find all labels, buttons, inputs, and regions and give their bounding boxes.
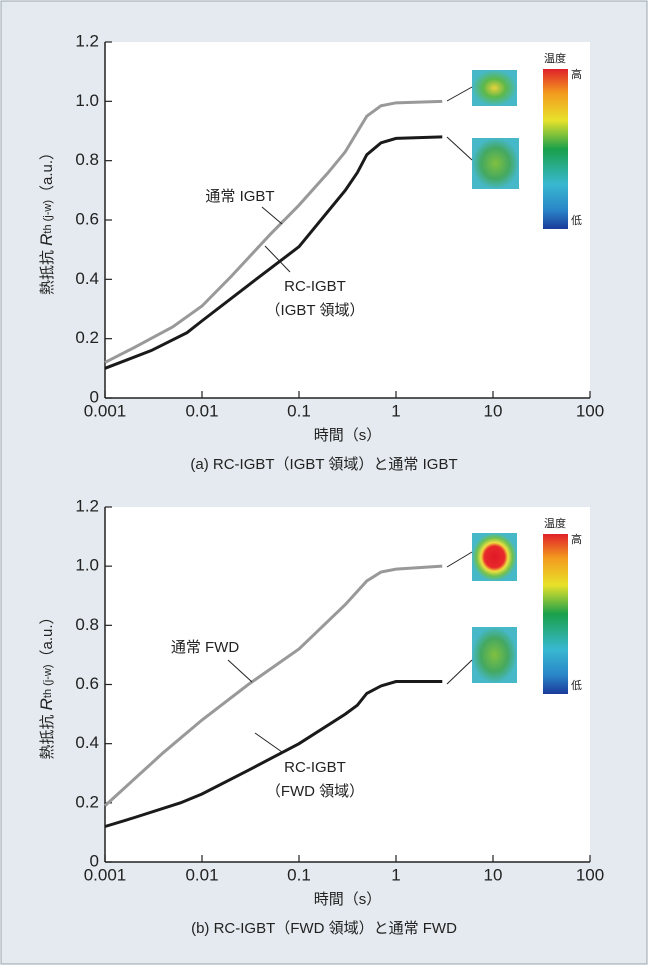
y-tick-label: 0.2 xyxy=(75,792,99,811)
thermal-image xyxy=(472,533,517,581)
y-tick-label: 0.8 xyxy=(75,615,99,634)
x-tick-label: 0.1 xyxy=(287,401,311,420)
x-tick-label: 10 xyxy=(484,401,503,420)
thermal-image xyxy=(472,627,517,683)
annotation: 通常 FWD xyxy=(171,639,239,656)
caption: (a) RC-IGBT（IGBT 領域）と通常 IGBT xyxy=(190,456,457,473)
annotation: （IGBT 領域） xyxy=(266,302,365,319)
colorbar xyxy=(543,534,568,694)
thermal-image xyxy=(472,70,517,106)
annotation: （FWD 領域） xyxy=(266,783,364,800)
caption: (b) RC-IGBT（FWD 領域）と通常 FWD xyxy=(191,920,457,937)
colorbar-title: 温度 xyxy=(544,516,566,530)
thermal-image xyxy=(472,138,519,189)
y-tick-label: 0.2 xyxy=(75,328,99,347)
y-tick-label: 0.4 xyxy=(75,269,99,288)
x-tick-label: 1 xyxy=(391,401,400,420)
y-axis-label-part: th (j-w) xyxy=(42,200,54,234)
y-tick-label: 0.8 xyxy=(75,150,99,169)
x-tick-label: 10 xyxy=(484,865,503,884)
y-tick-label: 1.2 xyxy=(75,31,99,50)
x-tick-label: 0.01 xyxy=(185,401,218,420)
colorbar-high: 高 xyxy=(571,67,582,81)
colorbar-title: 温度 xyxy=(544,51,566,65)
y-axis-label-part: （a.u.） xyxy=(39,145,56,200)
y-axis-label-part: R xyxy=(37,234,56,246)
x-tick-label: 0.1 xyxy=(287,865,311,884)
x-tick-label: 100 xyxy=(576,865,604,884)
y-axis-label-part: （a.u.） xyxy=(39,609,56,664)
x-tick-label: 0.01 xyxy=(185,865,218,884)
y-tick-label: 0.4 xyxy=(75,733,99,752)
y-tick-label: 1.0 xyxy=(75,91,99,110)
colorbar-low: 低 xyxy=(571,679,582,692)
y-tick-label: 1.0 xyxy=(75,556,99,575)
colorbar-low: 低 xyxy=(571,214,582,227)
annotation: RC-IGBT xyxy=(284,759,346,776)
y-tick-label: 1.2 xyxy=(75,496,99,515)
y-tick-label: 0.6 xyxy=(75,209,99,228)
annotation: RC-IGBT xyxy=(284,278,346,295)
colorbar-high: 高 xyxy=(571,532,582,546)
plot-area xyxy=(105,42,590,398)
x-axis-label: 時間（s） xyxy=(314,427,382,444)
plot-area xyxy=(105,507,590,862)
y-axis-label-part: R xyxy=(37,698,56,710)
x-tick-label: 100 xyxy=(576,401,604,420)
colorbar xyxy=(543,69,568,229)
x-tick-label: 0.001 xyxy=(84,401,127,420)
y-axis-label-part: 熱抵抗 xyxy=(39,246,56,295)
x-tick-label: 0.001 xyxy=(84,865,127,884)
y-tick-label: 0.6 xyxy=(75,674,99,693)
y-axis-label-part: 熱抵抗 xyxy=(39,710,56,759)
chart: 00.20.40.60.81.01.20.0010.010.1110100時間（… xyxy=(0,0,648,965)
annotation: 通常 IGBT xyxy=(205,188,274,205)
y-axis-label-part: th (j-w) xyxy=(42,664,54,698)
x-tick-label: 1 xyxy=(391,865,400,884)
x-axis-label: 時間（s） xyxy=(314,891,382,908)
